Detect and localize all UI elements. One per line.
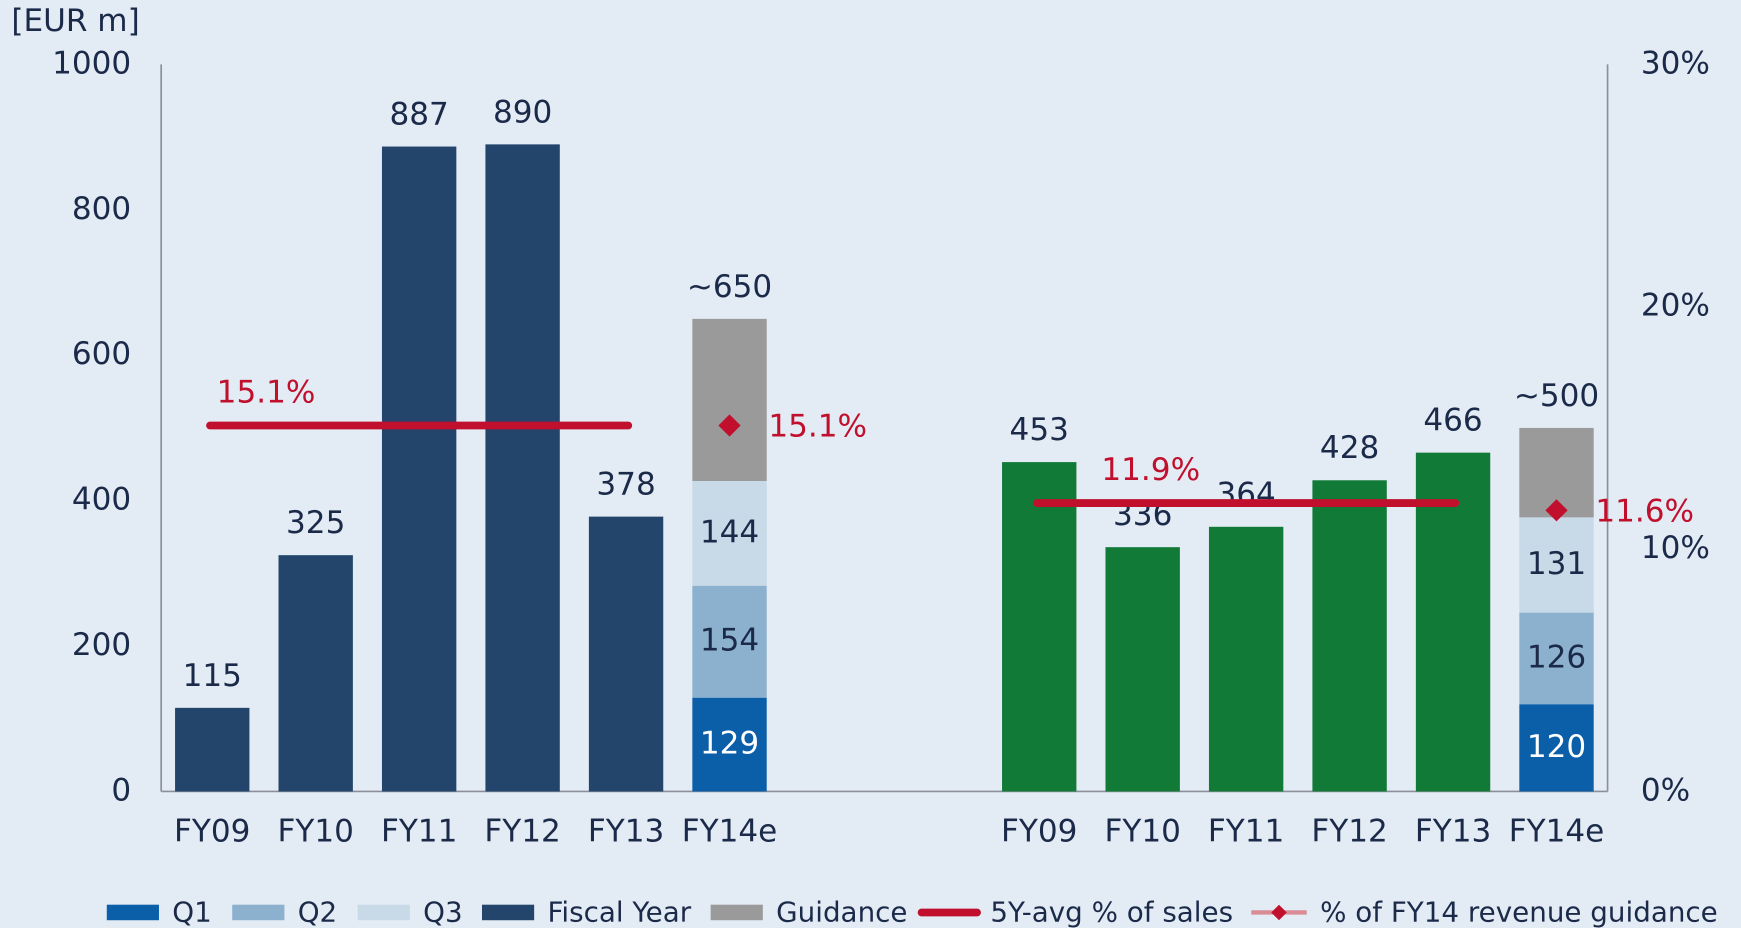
legend-label: Q2 bbox=[298, 896, 338, 928]
y2-tick-label: 10% bbox=[1641, 530, 1710, 566]
avg-label: 15.1% bbox=[217, 374, 316, 410]
x-tick-label: FY09 bbox=[174, 814, 250, 850]
bar bbox=[692, 481, 767, 586]
bar bbox=[1519, 612, 1594, 705]
bar bbox=[1312, 480, 1387, 792]
bar-label: 890 bbox=[493, 94, 552, 130]
x-tick-label: FY14e bbox=[1509, 814, 1605, 850]
x-tick-label: FY12 bbox=[1311, 814, 1387, 850]
x-tick-label: FY10 bbox=[1104, 814, 1180, 850]
legend-label: % of FY14 revenue guidance bbox=[1320, 896, 1718, 928]
x-tick-label: FY09 bbox=[1001, 814, 1077, 850]
bar bbox=[175, 707, 250, 792]
y-tick-label: 400 bbox=[72, 482, 131, 518]
bar-label: 120 bbox=[1527, 729, 1586, 765]
bar bbox=[588, 516, 664, 792]
bar-label: 364 bbox=[1216, 477, 1275, 513]
y-tick-label: 800 bbox=[72, 191, 131, 227]
bar-label: 325 bbox=[286, 505, 345, 541]
x-tick-label: FY10 bbox=[277, 814, 353, 850]
total-label: ~650 bbox=[687, 269, 772, 305]
bar bbox=[381, 146, 457, 792]
x-tick-label: FY11 bbox=[381, 814, 457, 850]
legend-label: 5Y-avg % of sales bbox=[990, 896, 1233, 928]
legend-label: Q3 bbox=[423, 896, 462, 928]
x-tick-label: FY13 bbox=[1415, 814, 1491, 850]
guidance-label: 11.6% bbox=[1595, 494, 1694, 530]
guidance-marker bbox=[1545, 499, 1568, 522]
legend-swatch bbox=[357, 904, 410, 921]
y2-tick-label: 30% bbox=[1641, 45, 1710, 81]
legend-swatch bbox=[481, 904, 535, 921]
bar bbox=[278, 555, 353, 792]
bar-label: 378 bbox=[596, 467, 655, 503]
bar-label: 126 bbox=[1527, 639, 1586, 675]
y-tick-label: 200 bbox=[72, 627, 131, 663]
legend-label: Q1 bbox=[172, 896, 211, 928]
bar bbox=[1208, 526, 1284, 792]
legend-swatch bbox=[1271, 904, 1287, 921]
y-tick-label: 1000 bbox=[52, 45, 131, 81]
avg-label: 11.9% bbox=[1101, 452, 1200, 488]
bar-label: 129 bbox=[700, 726, 759, 762]
bar bbox=[1519, 704, 1594, 792]
bar bbox=[485, 144, 560, 792]
bar bbox=[1002, 462, 1077, 792]
y-axis-label: [EUR m] bbox=[11, 3, 139, 39]
x-tick-label: FY12 bbox=[484, 814, 560, 850]
bar bbox=[692, 585, 767, 698]
bar bbox=[1519, 517, 1594, 613]
bar-label: 428 bbox=[1320, 430, 1379, 466]
bar bbox=[692, 318, 767, 482]
guidance-label: 15.1% bbox=[768, 409, 867, 445]
y2-tick-label: 0% bbox=[1641, 772, 1690, 808]
bar-label: 131 bbox=[1527, 546, 1586, 582]
legend-label: Guidance bbox=[776, 896, 907, 928]
bar bbox=[692, 697, 767, 792]
bar-label: 887 bbox=[389, 96, 448, 132]
legend-swatch bbox=[232, 904, 285, 921]
y2-tick-label: 20% bbox=[1641, 288, 1710, 324]
bar-label: 154 bbox=[700, 623, 759, 659]
y-tick-label: 0 bbox=[111, 772, 131, 808]
guidance-marker bbox=[718, 414, 741, 437]
bar-label: 144 bbox=[700, 514, 759, 550]
bar bbox=[1415, 452, 1491, 792]
bar-label: 453 bbox=[1010, 412, 1069, 448]
bar-label: 115 bbox=[183, 658, 242, 694]
x-tick-label: FY11 bbox=[1208, 814, 1284, 850]
bar bbox=[1105, 547, 1180, 792]
x-tick-label: FY13 bbox=[588, 814, 664, 850]
y-tick-label: 600 bbox=[72, 336, 131, 372]
legend-swatch bbox=[710, 904, 763, 921]
legend-label: Fiscal Year bbox=[547, 896, 691, 928]
legend-swatch bbox=[106, 904, 159, 921]
x-tick-label: FY14e bbox=[682, 814, 778, 850]
total-label: ~500 bbox=[1514, 378, 1599, 414]
bar-label: 466 bbox=[1423, 403, 1482, 439]
